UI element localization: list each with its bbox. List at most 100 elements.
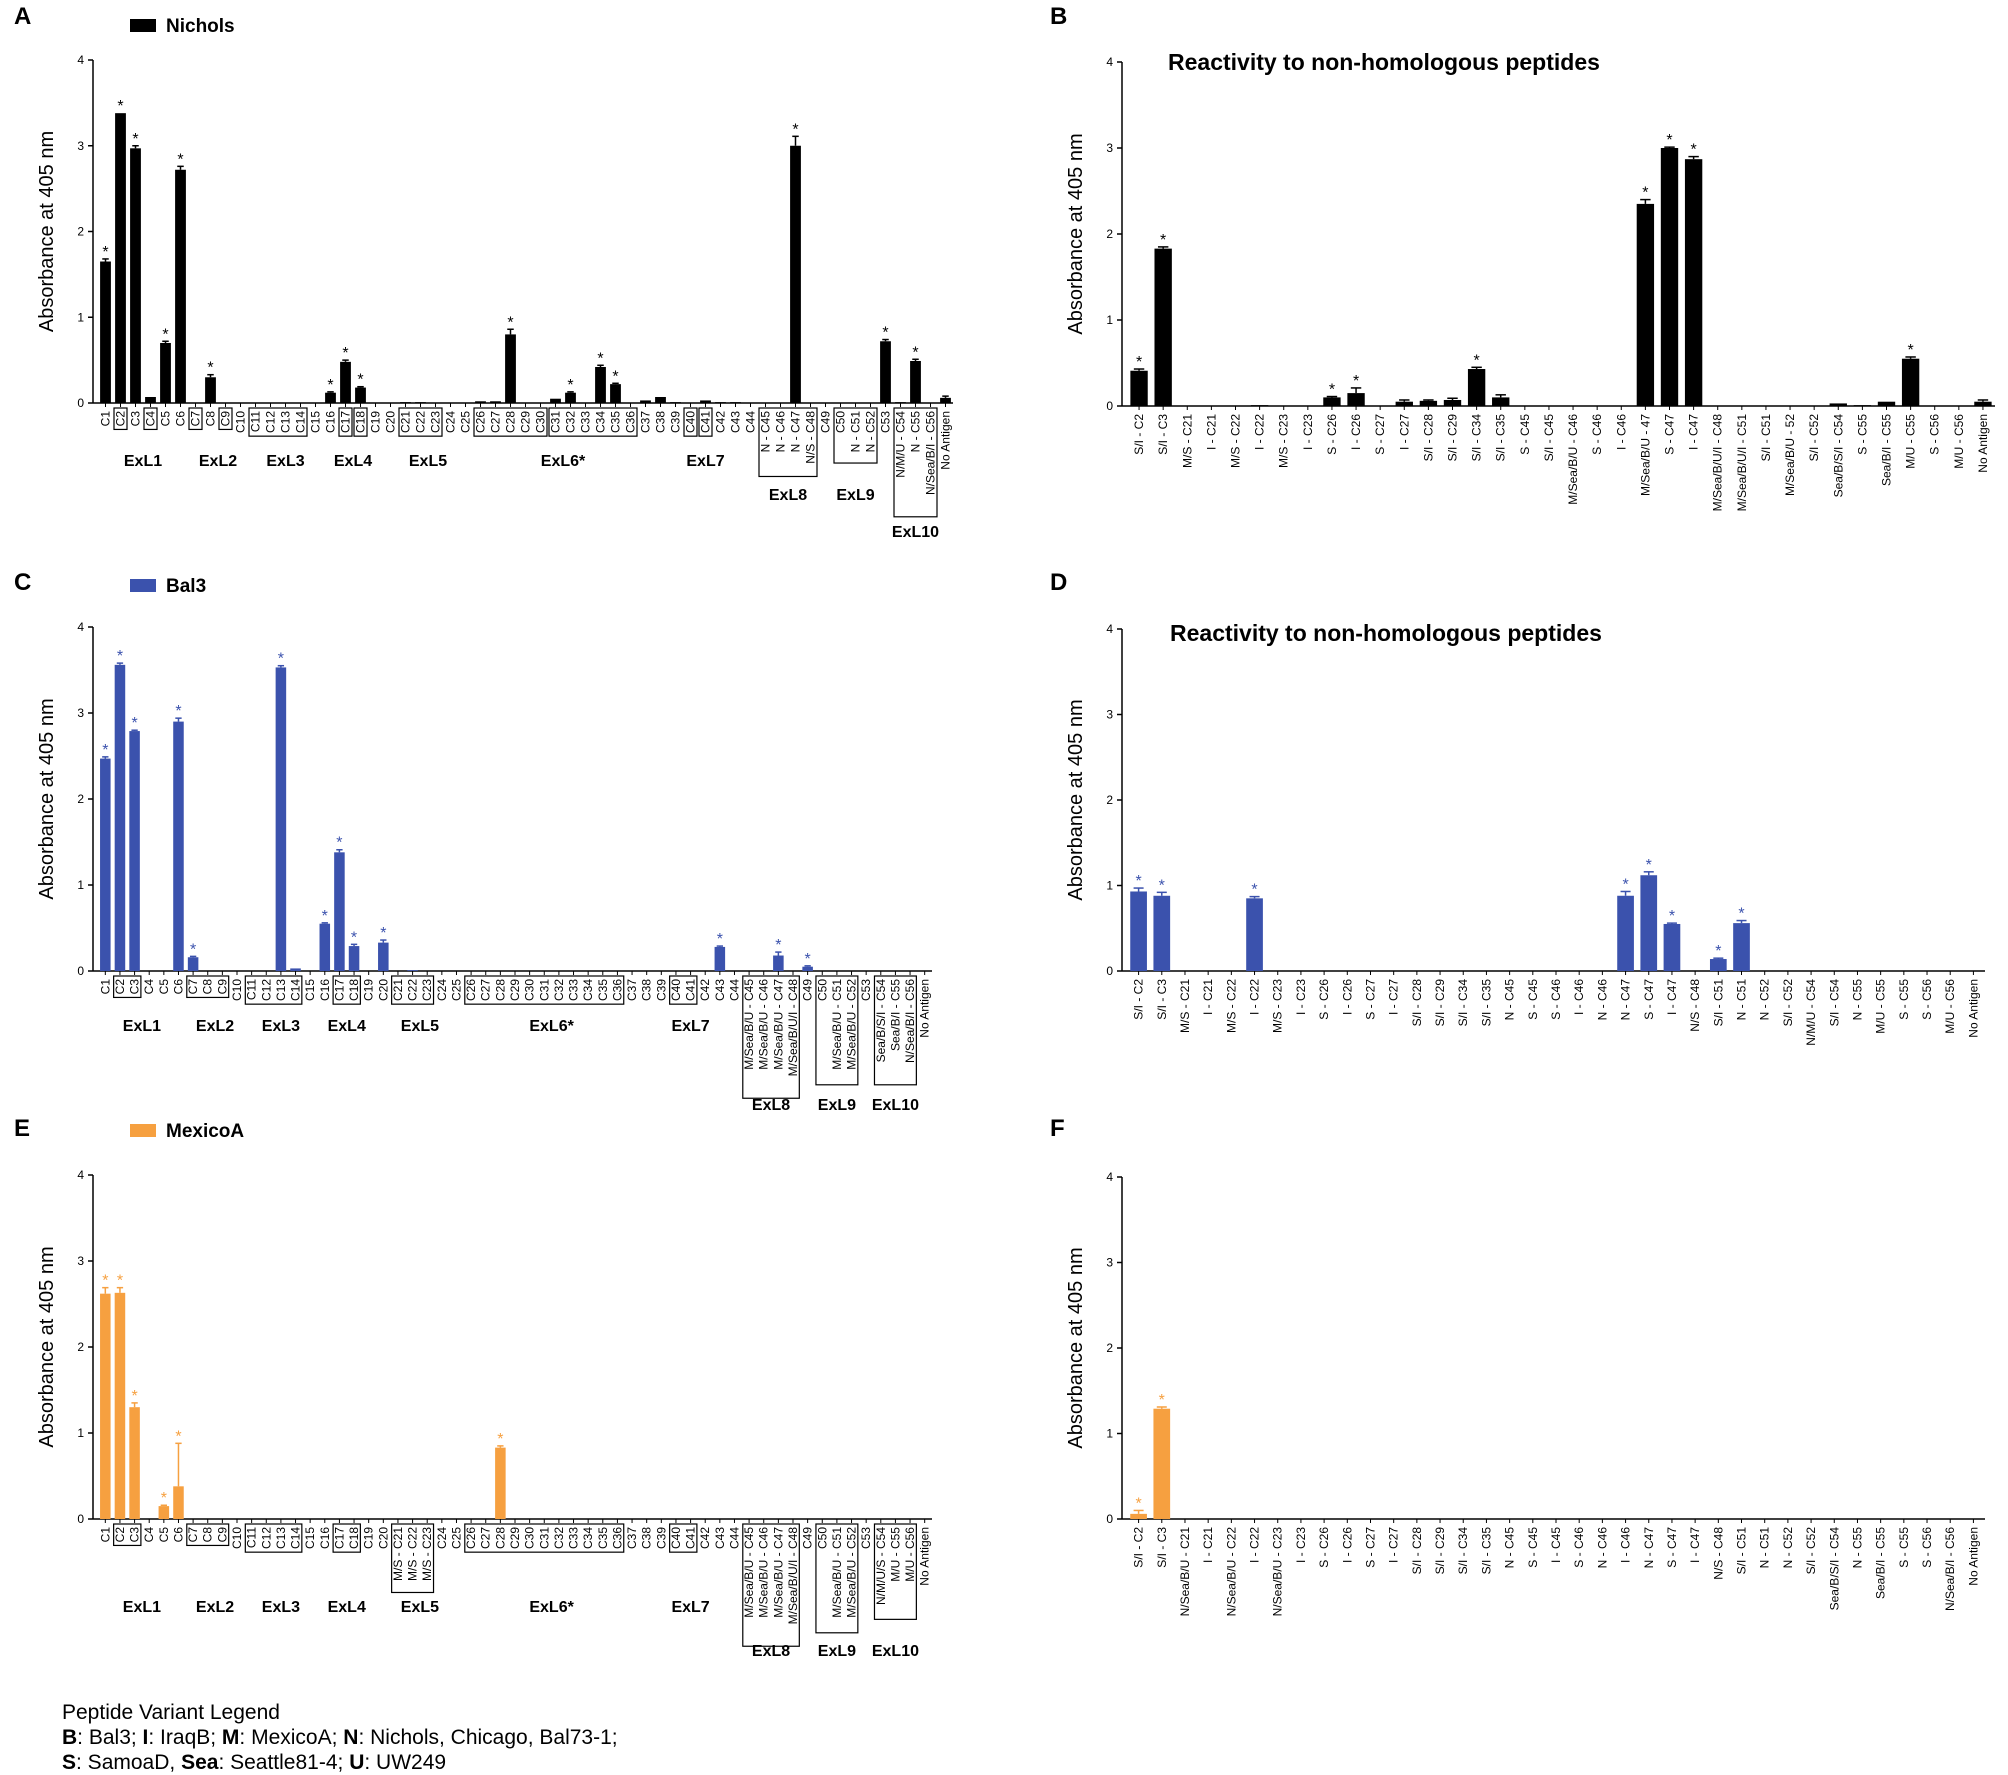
significance-star: * [1715,943,1721,960]
x-tick-label: I - C22 [1248,979,1262,1015]
x-tick-label: C15 [303,1527,317,1549]
x-tick-label: C32 [552,1527,566,1549]
x-tick-label: S/I - C54 [1827,979,1841,1027]
x-tick-label: C34 [594,411,608,433]
x-tick-label: C53 [859,1527,873,1549]
legend-key: I [142,1726,149,1749]
x-tick-label: S - C45 [1526,979,1540,1020]
y-tick-label: 2 [77,225,84,239]
group-label: ExL4 [328,1018,366,1035]
x-tick-label: S - C45 [1526,1527,1540,1568]
group-label: ExL10 [872,1097,919,1114]
group-label: ExL8 [752,1643,790,1660]
category-box [244,1523,303,1553]
significance-star: * [102,742,108,759]
x-tick-label: C44 [744,411,758,433]
x-tick-label: C2 [113,979,127,995]
x-tick-label: I - C26 [1349,414,1363,450]
legend-key: N [343,1726,359,1749]
bar [1443,399,1462,406]
x-tick-label: N/Sea/B/I - C56 [903,979,917,1063]
x-tick-label: S/I - C52 [1781,979,1795,1027]
x-tick-label: C38 [640,1527,654,1549]
bar [1246,898,1263,971]
group-label: ExL7 [671,1599,709,1616]
bar [114,1292,126,1519]
significance-star: * [351,929,357,946]
bar [700,400,711,403]
x-tick-label: Sea/B/I - C55 [1880,414,1894,486]
x-tick-label: C6 [171,1527,185,1543]
significance-star: * [1136,354,1142,371]
x-tick-label: S - C46 [1590,414,1604,455]
x-tick-label: S/I - C34 [1470,414,1484,462]
x-tick-label: Sea/B/S/I - C54 [874,979,888,1063]
x-tick-label: C41 [699,411,713,433]
group-label: ExL7 [671,1018,709,1035]
significance-star: * [102,1273,108,1290]
x-tick-label: C20 [384,411,398,433]
bar [1901,358,1920,406]
group-label: ExL9 [836,487,874,504]
x-tick-label: C44 [727,1527,741,1549]
y-tick-label: 4 [77,620,84,634]
x-tick-label: M/S - C22 [1229,414,1243,468]
bar [173,1486,184,1519]
significance-star: * [1690,142,1696,159]
panel-letter: F [1050,1115,1065,1142]
category-box [669,975,698,1005]
bar [670,402,681,403]
y-tick-label: 3 [77,1254,84,1268]
panel-letter: B [1050,3,1067,30]
category-box [815,975,859,1086]
x-tick-label: N - C45 [759,411,773,453]
significance-star: * [1669,908,1675,925]
x-tick-label: S/I - C2 [1132,1527,1146,1568]
bar [1153,1408,1171,1519]
x-tick-label: I - C46 [1572,979,1586,1015]
chart-title: Reactivity to non-homologous peptides [1170,620,1602,646]
bar [505,334,516,403]
x-tick-label: I - C26 [1340,979,1354,1015]
x-tick-label: M/Sea/B/U - C46 [757,979,771,1070]
panel-letter: A [14,3,31,30]
category-box [113,975,142,999]
x-tick-label: C6 [174,411,188,427]
x-tick-label: Sea/B/S/I - C54 [1831,414,1845,498]
bar [895,402,906,403]
significance-star: * [327,377,333,394]
group-label: ExL9 [818,1097,856,1114]
significance-star: * [132,131,138,148]
x-tick-label: M/S - C22 [1224,979,1238,1033]
x-tick-label: C43 [713,1527,727,1549]
group-label: ExL10 [872,1643,919,1660]
significance-star: * [792,121,798,138]
category-box [248,407,308,437]
bar [175,169,186,403]
bar [1733,923,1750,971]
category-box [758,407,818,478]
x-tick-label: S/I - C45 [1542,414,1556,462]
significance-star: * [117,648,123,665]
category-box [683,407,698,437]
bar [1684,159,1703,406]
x-tick-label: C36 [610,1527,624,1549]
bar [1660,148,1679,406]
category-box [113,407,128,431]
legend-swatch [130,1124,156,1137]
category-box [398,407,443,437]
x-tick-label: S/I - C52 [1807,414,1821,462]
x-tick-label: M/S - C23 [420,1527,434,1581]
category-box [742,975,800,1099]
x-tick-label: C3 [128,979,142,995]
significance-star: * [162,326,168,343]
x-tick-label: S - C47 [1642,979,1656,1020]
x-tick-label: Sea/B/S/I - C54 [1827,1527,1841,1611]
bar [129,731,140,971]
x-tick-label: I - C22 [1248,1527,1262,1563]
x-tick-label: C9 [215,979,229,995]
x-tick-label: N - C55 [1850,979,1864,1021]
significance-star: * [1160,232,1166,249]
x-tick-label: C4 [142,979,156,995]
y-tick-label: 2 [1106,1341,1113,1355]
